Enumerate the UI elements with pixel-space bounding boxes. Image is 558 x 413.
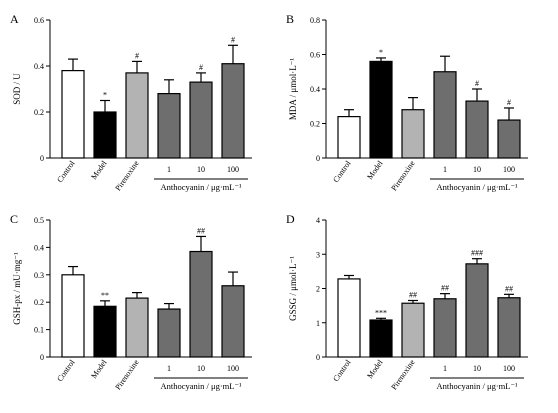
y-axis-label: GSH-px / mU·mg⁻¹	[12, 252, 22, 325]
chart-panel-a: A SOD / U Anthocyanin / μg·mL⁻¹ 0 0.2 0.4 0…	[10, 12, 252, 193]
group-label: Anthocyanin / μg·mL⁻¹	[437, 381, 518, 391]
y-tick-label: 0	[40, 154, 44, 163]
y-tick-label: 0.6	[310, 51, 320, 60]
category-label: Control	[331, 357, 353, 383]
bar	[465, 263, 489, 358]
bar	[61, 274, 85, 358]
category-label: Pirenoxine	[113, 159, 141, 193]
y-tick-label: 0.2	[310, 120, 320, 129]
category-label: Model	[89, 158, 109, 181]
y-tick-label: 1	[316, 319, 320, 328]
category-label: 100	[227, 364, 239, 373]
y-tick-label: 0.4	[310, 85, 320, 94]
significance-mark: #	[199, 63, 203, 72]
group-label: Anthocyanin / μg·mL⁻¹	[437, 182, 518, 192]
y-tick-label: 0.4	[34, 243, 44, 252]
y-tick-label: 0.3	[34, 271, 44, 280]
significance-mark: ##	[409, 290, 417, 299]
bar	[401, 109, 425, 159]
bar	[189, 81, 213, 159]
significance-mark: *	[379, 48, 383, 57]
category-label: Pirenoxine	[389, 358, 417, 392]
category-label: Model	[365, 158, 385, 181]
category-label: 100	[503, 165, 515, 174]
bar	[125, 297, 149, 358]
significance-mark: #	[475, 79, 479, 88]
category-label: 1	[167, 165, 171, 174]
y-tick-label: 0.2	[34, 298, 44, 307]
significance-mark: ##	[441, 284, 449, 293]
bar	[369, 319, 393, 358]
bar	[497, 297, 521, 358]
chart-panel-c: C GSH-px / mU·mg⁻¹ Anthocyanin / μg·mL⁻¹…	[10, 212, 252, 392]
bar	[465, 100, 489, 159]
y-axis-label: GSSG / μmol·L⁻¹	[288, 256, 298, 321]
bar	[93, 305, 117, 358]
bar	[337, 115, 361, 159]
y-tick-label: 0	[40, 353, 44, 362]
category-label: 100	[503, 364, 515, 373]
panel-label: B	[286, 12, 294, 26]
y-tick-label: 0.5	[34, 216, 44, 225]
category-label: 10	[197, 165, 205, 174]
y-axis-label: MDA / μmol·L⁻¹	[288, 58, 298, 121]
bar	[221, 63, 245, 159]
y-tick-label: 0.6	[34, 16, 44, 25]
y-axis-label: SOD / U	[12, 73, 22, 105]
significance-mark: ##	[197, 226, 205, 235]
y-tick-label: 2	[316, 285, 320, 294]
y-tick-label: 0.8	[310, 16, 320, 25]
bar	[61, 69, 85, 159]
group-label: Anthocyanin / μg·mL⁻¹	[161, 182, 242, 192]
y-tick-label: 3	[316, 250, 320, 259]
bar	[401, 302, 425, 358]
y-tick-label: 4	[316, 216, 320, 225]
category-label: Model	[89, 357, 109, 380]
group-label: Anthocyanin / μg·mL⁻¹	[161, 381, 242, 391]
y-tick-label: 0	[316, 353, 320, 362]
bar	[157, 308, 181, 358]
category-label: Control	[55, 158, 77, 184]
bar	[337, 278, 361, 358]
panel-label: C	[10, 212, 18, 226]
category-label: 1	[443, 165, 447, 174]
significance-mark: ###	[471, 249, 483, 258]
bar	[221, 285, 245, 358]
significance-mark: *	[103, 91, 107, 100]
panel-label: A	[10, 12, 19, 26]
significance-mark: #	[231, 35, 235, 44]
category-label: 100	[227, 165, 239, 174]
significance-mark: #	[135, 51, 139, 60]
category-label: Pirenoxine	[389, 159, 417, 193]
category-label: Control	[55, 357, 77, 383]
y-tick-label: 0.1	[34, 326, 44, 335]
significance-mark: #	[507, 98, 511, 107]
bar	[433, 298, 457, 358]
category-label: 1	[443, 364, 447, 373]
category-label: Model	[365, 357, 385, 380]
bar	[125, 72, 149, 159]
y-tick-label: 0.4	[34, 62, 44, 71]
category-label: 10	[197, 364, 205, 373]
category-label: Control	[331, 158, 353, 184]
category-label: 1	[167, 364, 171, 373]
chart-panel-d: D GSSG / μmol·L⁻¹ Anthocyanin / μg·mL⁻¹ …	[286, 212, 528, 392]
significance-mark: ##	[505, 284, 513, 293]
bar	[433, 71, 457, 159]
significance-mark: **	[101, 291, 109, 300]
bar	[497, 119, 521, 159]
bar	[93, 111, 117, 159]
panel-label: D	[286, 212, 295, 226]
bar	[157, 92, 181, 159]
category-label: Pirenoxine	[113, 358, 141, 392]
significance-mark: ***	[375, 308, 387, 317]
bar	[369, 60, 393, 159]
bar	[189, 250, 213, 358]
category-label: 10	[473, 165, 481, 174]
y-tick-label: 0	[316, 154, 320, 163]
chart-panel-b: B MDA / μmol·L⁻¹ Anthocyanin / μg·mL⁻¹ 0…	[286, 12, 528, 193]
category-label: 10	[473, 364, 481, 373]
y-tick-label: 0.2	[34, 108, 44, 117]
